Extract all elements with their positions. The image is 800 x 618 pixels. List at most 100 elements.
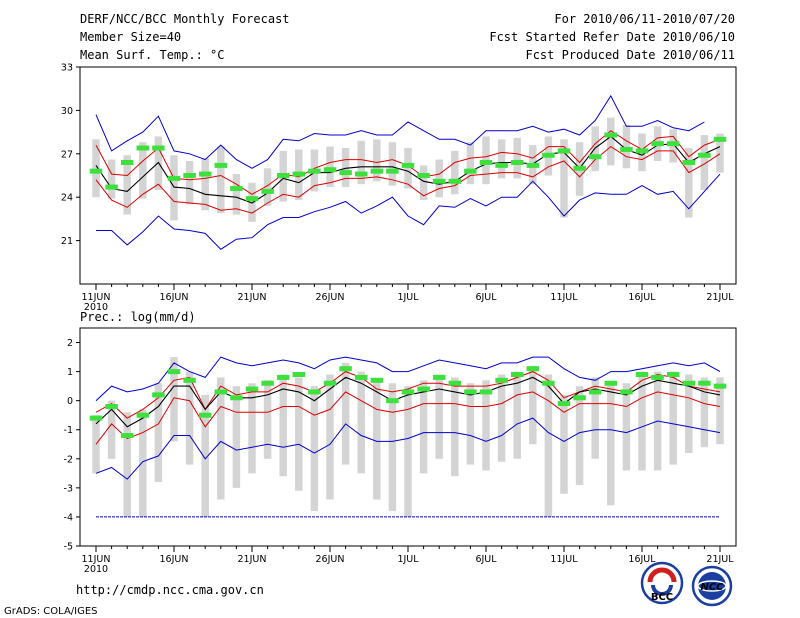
forecast-period: For 2010/06/11-2010/07/20 bbox=[554, 12, 735, 26]
observed-marker bbox=[105, 184, 118, 190]
max-line bbox=[95, 356, 721, 402]
plot-frame bbox=[79, 327, 737, 547]
grads-credit: GrADS: COLA/IGES bbox=[4, 606, 98, 617]
observed-marker bbox=[698, 152, 711, 158]
observed-marker bbox=[526, 162, 540, 168]
observed-marker bbox=[588, 154, 602, 160]
spread-box bbox=[326, 146, 334, 188]
observed-marker bbox=[479, 159, 493, 165]
spread-box bbox=[404, 148, 412, 189]
observed-marker bbox=[682, 159, 696, 165]
spread-box bbox=[185, 161, 194, 205]
observed-marker bbox=[510, 372, 524, 378]
spread-box bbox=[341, 362, 350, 465]
spread-box bbox=[669, 371, 677, 465]
spread-box bbox=[263, 380, 272, 459]
observed-marker bbox=[120, 433, 134, 439]
x-tick-label: 16JUL bbox=[628, 554, 656, 565]
observed-marker bbox=[557, 401, 571, 407]
source-url[interactable]: http://cmdp.ncc.cma.gov.cn bbox=[76, 583, 264, 597]
spread-box bbox=[279, 374, 287, 477]
observed-marker bbox=[370, 377, 384, 383]
mean-line bbox=[95, 376, 721, 428]
x-tick-label: 21JUN bbox=[238, 554, 267, 565]
observed-marker bbox=[339, 366, 352, 372]
x-tick-label: 16JUL bbox=[628, 292, 656, 303]
observed-marker bbox=[308, 168, 321, 174]
observed-marker bbox=[713, 383, 727, 389]
spread-box bbox=[373, 139, 381, 182]
observed-marker bbox=[542, 380, 555, 386]
observed-marker bbox=[167, 175, 181, 181]
max-line bbox=[95, 94, 705, 169]
upper-line bbox=[95, 371, 721, 419]
spread-box bbox=[373, 380, 381, 500]
y-tick-label: -2 bbox=[64, 454, 73, 465]
x-tick-label: 1JUL bbox=[397, 554, 419, 565]
observed-marker bbox=[620, 146, 633, 152]
x-tick-label: 21JUL bbox=[706, 554, 734, 565]
observed-marker bbox=[261, 188, 274, 194]
spread-box bbox=[575, 386, 584, 485]
x-tick-label: 16JUN bbox=[160, 292, 189, 303]
spread-box bbox=[248, 182, 256, 222]
spread-box bbox=[357, 140, 365, 185]
observed-marker bbox=[510, 159, 524, 165]
observed-marker bbox=[620, 389, 633, 395]
observed-marker bbox=[401, 389, 415, 395]
observed-marker bbox=[666, 372, 680, 378]
spread-box bbox=[419, 165, 428, 201]
observed-marker bbox=[401, 162, 415, 168]
observed-marker bbox=[167, 369, 181, 375]
spread-box bbox=[700, 134, 709, 190]
observed-marker bbox=[417, 386, 430, 392]
x-tick-label: 26JUN bbox=[316, 554, 345, 565]
ncc-logo: NCC bbox=[691, 565, 733, 607]
spread-box bbox=[263, 168, 272, 206]
observed-marker bbox=[89, 168, 103, 174]
spread-box bbox=[451, 150, 459, 195]
x-tick-label: 26JUN bbox=[316, 292, 345, 303]
spread-box bbox=[560, 139, 568, 218]
x-tick-label: 11JUN bbox=[82, 554, 111, 565]
observed-marker bbox=[245, 386, 259, 392]
observed-marker bbox=[573, 165, 586, 171]
spread-box bbox=[185, 371, 194, 465]
spread-box bbox=[482, 380, 490, 471]
observed-marker bbox=[339, 170, 352, 176]
y-tick-label: 24 bbox=[61, 193, 73, 204]
spread-box bbox=[716, 377, 724, 445]
spread-box bbox=[170, 155, 178, 221]
observed-marker bbox=[635, 372, 649, 378]
spread-box bbox=[638, 371, 646, 471]
observed-marker bbox=[432, 178, 446, 184]
x-tick-sublabel: 2010 bbox=[84, 302, 108, 313]
spread-box bbox=[92, 139, 100, 198]
spread-box bbox=[107, 159, 116, 199]
bcc-logo-text: BCC bbox=[651, 592, 673, 603]
observed-marker bbox=[230, 395, 243, 401]
observed-marker bbox=[198, 171, 212, 177]
spread-box bbox=[497, 374, 506, 462]
spread-box bbox=[435, 159, 443, 198]
figure-title: DERF/NCC/BCC Monthly Forecast bbox=[80, 12, 290, 26]
observed-marker bbox=[183, 377, 196, 383]
spread-box bbox=[451, 377, 459, 477]
observed-marker bbox=[479, 389, 493, 395]
observed-marker bbox=[323, 167, 337, 173]
y-tick-label: 2 bbox=[67, 338, 73, 349]
observed-marker bbox=[214, 162, 228, 168]
observed-marker bbox=[370, 168, 384, 174]
x-tick-label: 11JUL bbox=[550, 292, 578, 303]
spread-box bbox=[295, 377, 303, 491]
lower-line bbox=[95, 391, 721, 445]
spread-box bbox=[139, 409, 147, 517]
observed-marker bbox=[261, 380, 274, 386]
y-tick-label: 30 bbox=[61, 106, 73, 117]
observed-marker bbox=[230, 186, 243, 192]
observed-marker bbox=[573, 395, 586, 401]
x-tick-label: 11JUN bbox=[82, 292, 111, 303]
y-tick-label: 27 bbox=[61, 149, 73, 160]
observed-marker bbox=[308, 389, 321, 395]
